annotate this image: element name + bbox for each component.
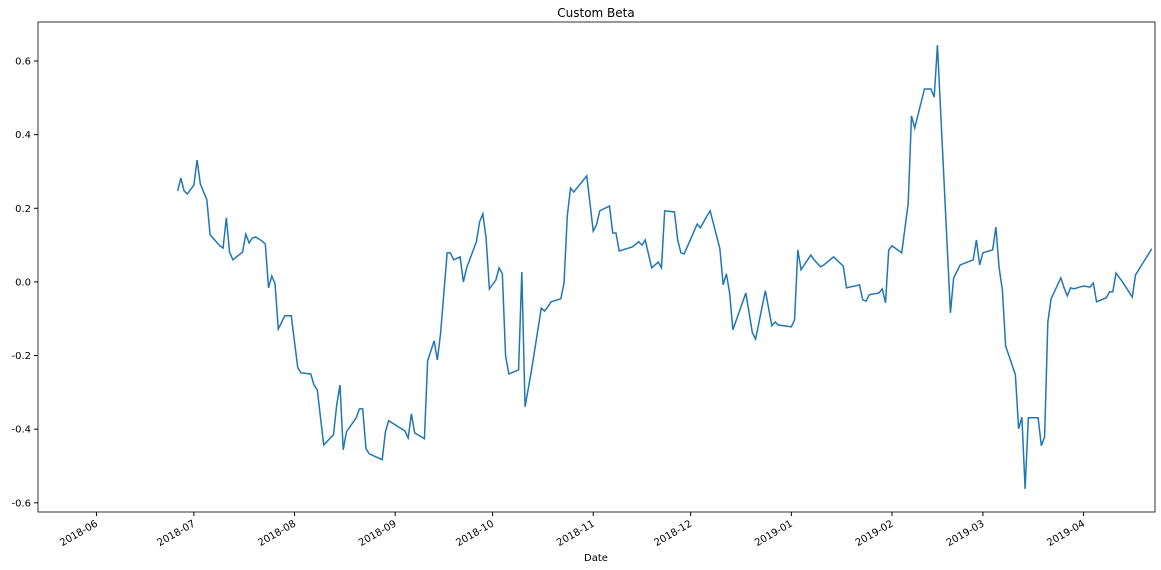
x-tick-label: 2018-10 <box>454 519 496 549</box>
x-axis-label: Date <box>584 553 608 564</box>
x-tick-label: 2019-01 <box>753 519 795 549</box>
y-tick-label: 0.4 <box>15 130 31 141</box>
chart-title: Custom Beta <box>557 6 634 20</box>
y-tick-label: -0.4 <box>11 425 31 436</box>
y-tick-label: 0.0 <box>15 277 31 288</box>
x-tick-label: 2018-12 <box>652 519 694 549</box>
x-tick-label: 2018-11 <box>555 519 597 549</box>
data-line <box>176 45 1153 489</box>
y-tick-label: 0.2 <box>15 204 31 215</box>
x-tick-label: 2018-07 <box>156 519 198 549</box>
y-tick-label: 0.6 <box>15 57 31 68</box>
x-tick-label: 2019-03 <box>945 519 987 549</box>
plot-frame <box>37 21 1156 513</box>
x-tick-label: 2019-02 <box>854 519 896 549</box>
y-tick-label: -0.6 <box>11 498 31 509</box>
x-tick-label: 2019-04 <box>1045 519 1087 549</box>
x-tick-label: 2018-06 <box>58 519 100 549</box>
y-tick-label: -0.2 <box>11 351 31 362</box>
x-tick-label: 2018-08 <box>256 519 298 549</box>
x-tick-label: 2018-09 <box>357 519 399 549</box>
